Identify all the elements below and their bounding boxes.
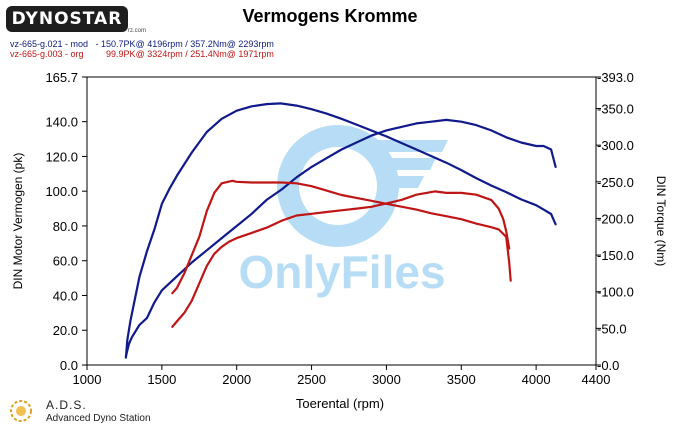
ads-name: A.D.S. bbox=[46, 398, 87, 412]
y2-tick-label: -150.0 bbox=[597, 248, 634, 263]
y-tick-label: 60.0 bbox=[53, 254, 78, 269]
y2-tick-label: -350.0 bbox=[597, 102, 634, 117]
logo-text: DYNOSTAR bbox=[11, 9, 123, 29]
x-tick-label: 4400 bbox=[582, 372, 611, 387]
watermark-text: OnlyFiles bbox=[238, 246, 445, 298]
chart-title: Vermogens Kromme bbox=[242, 6, 418, 26]
run-label-mod: vz-665-g.021 - mod - 150.7PK@ 4196rpm / … bbox=[10, 39, 274, 49]
ads-logo-icon bbox=[10, 400, 32, 422]
y2-tick-label: -200.0 bbox=[597, 211, 634, 226]
y-axis-label: DIN Motor Vermogen (pk) bbox=[11, 153, 25, 290]
y2-tick-label: -393.0 bbox=[597, 70, 634, 85]
logo-subtext: rz.com bbox=[128, 28, 146, 34]
y2-tick-label: -50.0 bbox=[597, 321, 627, 336]
x-tick-label: 1000 bbox=[73, 372, 102, 387]
series-line-power-mod bbox=[124, 118, 557, 358]
y-tick-label: 165.7 bbox=[45, 70, 78, 85]
series-line-power-org bbox=[171, 190, 511, 328]
x-tick-label: 1500 bbox=[147, 372, 176, 387]
series-line-torque-org bbox=[171, 179, 512, 295]
y-tick-label: 100.0 bbox=[45, 184, 78, 199]
x-axis-label: Toerental (rpm) bbox=[296, 396, 384, 411]
watermark: OnlyFiles bbox=[238, 125, 448, 298]
y-tick-label: 0.0 bbox=[60, 358, 78, 373]
ads-description: Advanced Dyno Station bbox=[46, 413, 151, 424]
run-label-org: vz-665-g.003 - org 99.9PK@ 3324rpm / 251… bbox=[10, 49, 274, 59]
x-tick-label: 2000 bbox=[222, 372, 251, 387]
y2-axis-label: DIN Torque (Nm) bbox=[654, 176, 668, 266]
y2-tick-label: -300.0 bbox=[597, 138, 634, 153]
plot-area bbox=[86, 76, 597, 366]
watermark-wing-icon bbox=[360, 140, 448, 188]
x-tick-label: 3000 bbox=[372, 372, 401, 387]
y-tick-label: 20.0 bbox=[53, 323, 78, 338]
y-tick-label: 40.0 bbox=[53, 288, 78, 303]
y2-tick-label: -0.0 bbox=[597, 358, 619, 373]
y2-tick-label: -100.0 bbox=[597, 285, 634, 300]
x-tick-label: 3500 bbox=[447, 372, 476, 387]
x-tick-label: 2500 bbox=[297, 372, 326, 387]
y-tick-label: 120.0 bbox=[45, 149, 78, 164]
y-tick-label: 80.0 bbox=[53, 219, 78, 234]
y2-tick-label: -250.0 bbox=[597, 175, 634, 190]
x-tick-label: 4000 bbox=[522, 372, 551, 387]
dynostar-logo: DYNOSTAR bbox=[6, 6, 128, 32]
series-line-torque-mod bbox=[124, 102, 557, 359]
y-tick-label: 140.0 bbox=[45, 115, 78, 130]
